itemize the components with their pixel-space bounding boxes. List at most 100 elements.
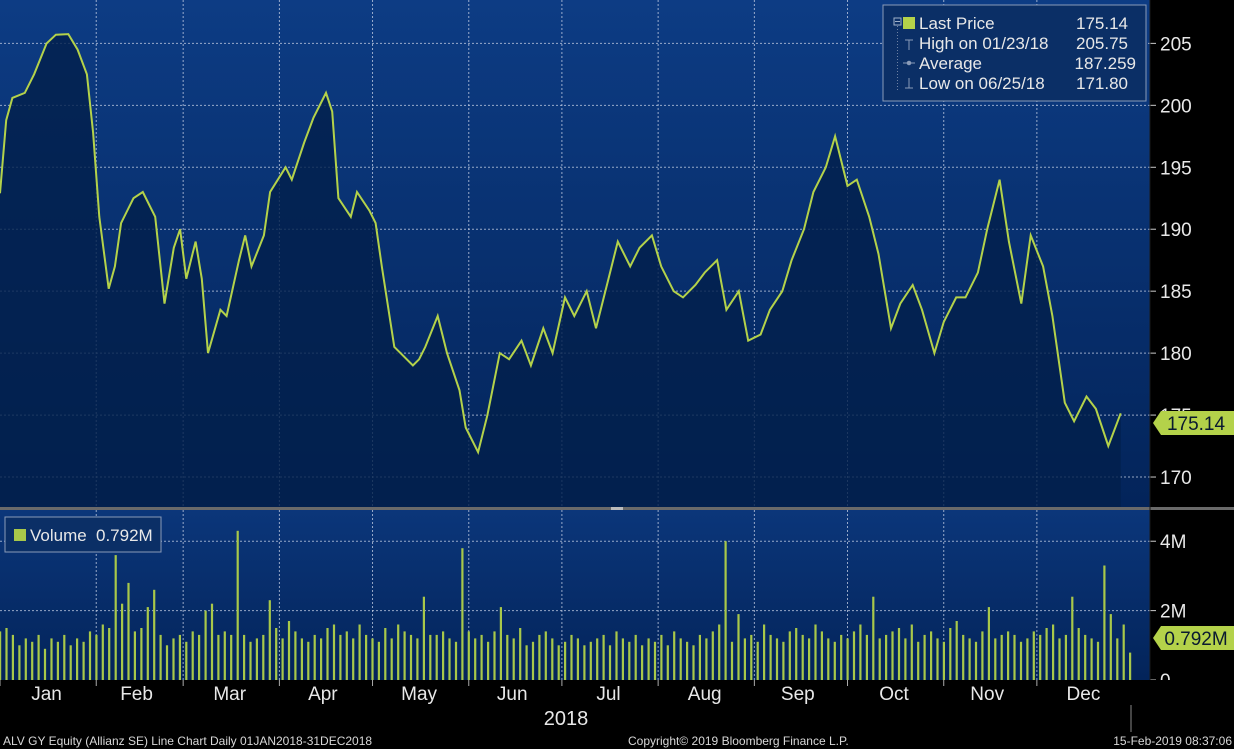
- volume-bar: [596, 638, 599, 680]
- volume-bar: [987, 607, 990, 680]
- volume-bar: [11, 634, 14, 680]
- volume-bar: [339, 634, 342, 680]
- legend-average-label: Average: [919, 54, 982, 73]
- x-axis-month-label: Oct: [879, 684, 909, 705]
- high-marker-icon: [905, 39, 913, 50]
- volume-bar: [429, 634, 432, 680]
- volume-bar: [519, 628, 522, 680]
- volume-bar: [409, 634, 413, 680]
- volume-bar: [724, 541, 727, 680]
- volume-bar: [262, 634, 265, 680]
- volume-bar: [795, 628, 798, 680]
- volume-bar: [204, 610, 207, 680]
- volume-bar: [1013, 634, 1016, 680]
- volume-bar: [647, 638, 650, 680]
- volume-bar: [686, 641, 689, 680]
- legend-collapse-icon[interactable]: [893, 17, 902, 26]
- volume-bar: [121, 603, 124, 680]
- volume-bar: [891, 631, 894, 680]
- panel-divider-handle[interactable]: [611, 507, 623, 510]
- volume-bar: [730, 641, 734, 680]
- volume-bar: [1019, 641, 1023, 680]
- volume-bar: [506, 634, 509, 680]
- volume-bar: [608, 645, 612, 680]
- volume-bar: [236, 530, 239, 680]
- volume-bar: [859, 624, 862, 680]
- volume-bar: [422, 596, 425, 680]
- volume-bar: [994, 638, 997, 680]
- volume-bar: [448, 638, 451, 680]
- volume-bar: [69, 645, 72, 680]
- volume-bar: [775, 638, 779, 680]
- volume-bar: [769, 634, 772, 680]
- volume-bar: [1116, 638, 1119, 680]
- price-legend[interactable]: Last Price 175.14 High on 01/23/18 205.7…: [882, 4, 1147, 102]
- x-axis-month-label: Aug: [688, 684, 722, 705]
- volume-bar: [146, 607, 149, 680]
- volume-bar: [589, 641, 592, 680]
- volume-bar: [268, 600, 271, 680]
- volume-bar: [95, 634, 98, 680]
- volume-bar: [416, 638, 419, 680]
- volume-bar: [1052, 624, 1055, 680]
- volume-bar: [198, 634, 201, 680]
- volume-bar: [917, 641, 920, 680]
- x-axis-month-label: Mar: [213, 684, 246, 705]
- volume-bar: [544, 631, 547, 680]
- volume-bar: [538, 634, 541, 680]
- volume-bar: [390, 638, 393, 680]
- volume-y-tick-label: 2M: [1160, 602, 1186, 623]
- legend-high-value: 205.75: [1076, 34, 1128, 53]
- volume-bar: [108, 628, 111, 680]
- volume-bar: [711, 631, 714, 680]
- volume-bar: [487, 641, 490, 680]
- x-axis-month-label: Sep: [781, 684, 815, 705]
- volume-bar: [865, 634, 868, 680]
- volume-bar: [698, 634, 701, 680]
- volume-bar: [1045, 628, 1048, 680]
- volume-bar: [846, 638, 849, 680]
- legend-high-label: High on 01/23/18: [919, 34, 1049, 53]
- volume-bar: [191, 631, 194, 680]
- volume-bar: [1090, 638, 1093, 680]
- x-axis-band: [0, 680, 1234, 732]
- volume-bar: [974, 641, 978, 680]
- volume-bar: [1000, 634, 1003, 680]
- volume-bar: [24, 638, 27, 680]
- volume-bar: [1026, 638, 1029, 680]
- volume-bar: [0, 631, 2, 680]
- volume-bar: [454, 641, 458, 680]
- legend-low-value: 171.80: [1076, 74, 1128, 93]
- volume-bars: [0, 530, 1132, 680]
- volume-bar: [820, 631, 823, 680]
- volume-bar: [743, 638, 746, 680]
- volume-bar: [114, 555, 117, 680]
- volume-bar: [1096, 641, 1100, 680]
- volume-bar: [88, 631, 92, 680]
- volume-bar: [1129, 652, 1132, 680]
- volume-y-axis: 02M4M: [1150, 532, 1186, 692]
- volume-bar: [332, 624, 336, 680]
- x-axis-month-label: Feb: [120, 684, 153, 705]
- volume-legend[interactable]: Volume 0.792M: [4, 516, 162, 553]
- volume-bar: [37, 634, 40, 680]
- volume-bar: [1077, 628, 1080, 680]
- volume-bar: [833, 641, 836, 680]
- last-price-swatch-icon: [903, 17, 915, 29]
- volume-bar: [808, 638, 811, 680]
- volume-bar: [101, 624, 104, 680]
- footer-timestamp: 15-Feb-2019 08:37:06: [1113, 734, 1232, 748]
- volume-grid: [0, 510, 1150, 680]
- volume-bar: [313, 634, 316, 680]
- volume-bar: [923, 634, 926, 680]
- volume-bar: [345, 631, 348, 680]
- volume-bar: [82, 641, 85, 680]
- legend-low-label: Low on 06/25/18: [919, 74, 1045, 93]
- volume-bar: [294, 631, 297, 680]
- x-axis-month-label: Apr: [308, 684, 338, 705]
- volume-bar: [782, 641, 785, 680]
- volume-bar: [551, 638, 554, 680]
- volume-bar: [1103, 565, 1106, 680]
- price-y-tick-label: 190: [1160, 220, 1192, 241]
